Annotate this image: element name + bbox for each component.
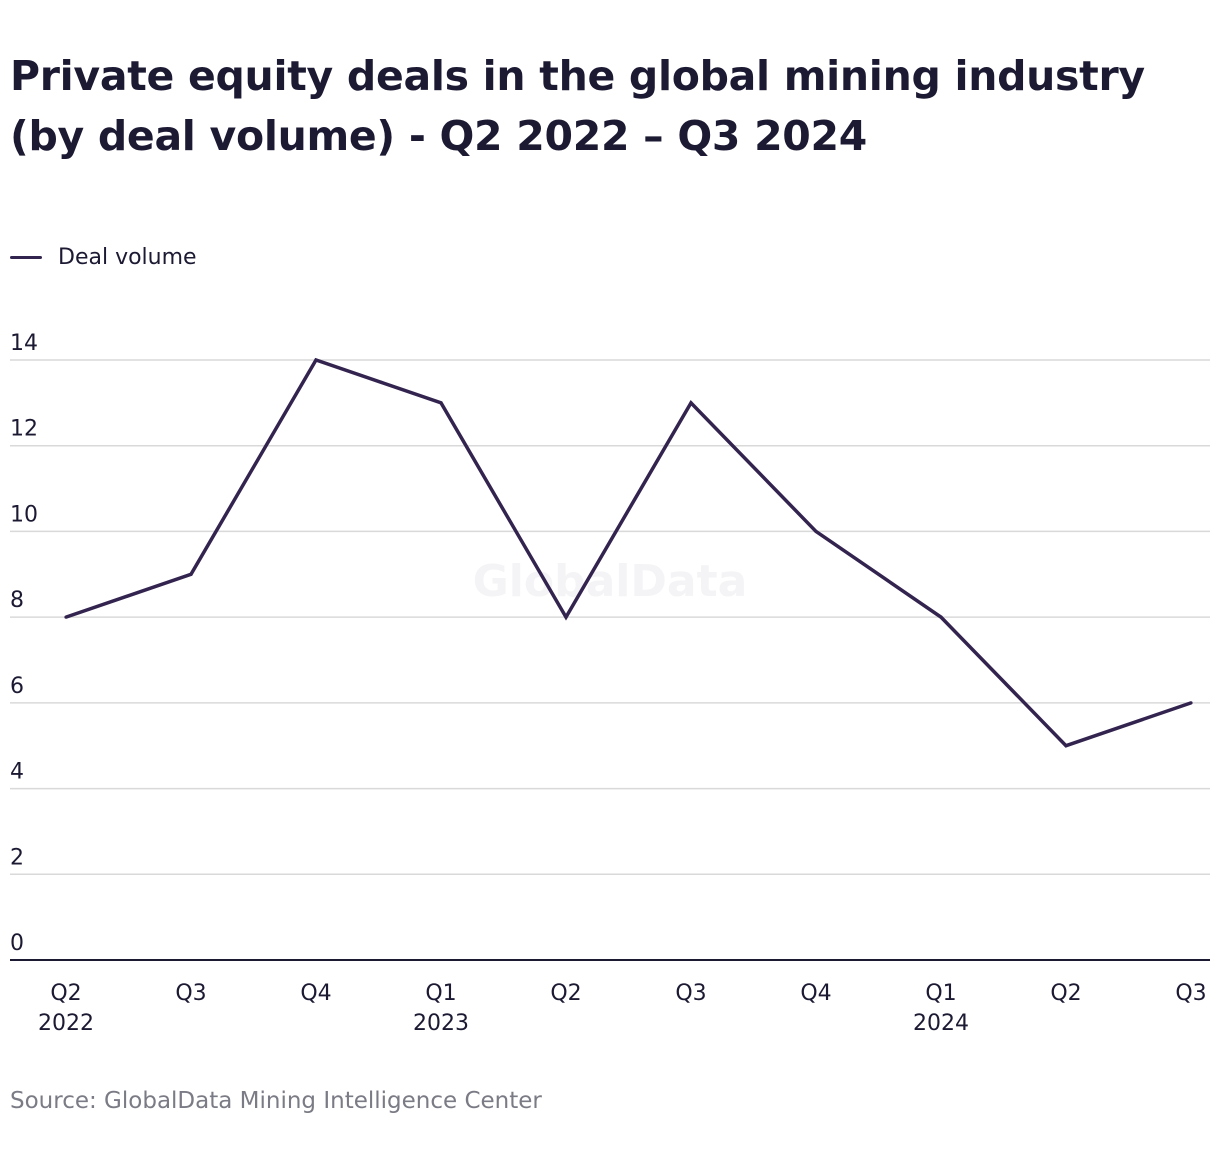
x-tick-label-quarter-8: Q2 [1050, 981, 1081, 1006]
x-tick-label-year-7: 2024 [913, 1011, 969, 1036]
gridlines [10, 359, 1210, 961]
series-deal-volume [64, 357, 1193, 748]
x-tick-label-quarter-0: Q2 [50, 981, 81, 1006]
watermark: GlobalData [473, 556, 748, 607]
data-point-7 [939, 615, 943, 619]
y-tick-label-8: 8 [10, 588, 24, 613]
x-tick-label-quarter-4: Q2 [550, 981, 581, 1006]
y-tick-label-6: 6 [10, 674, 24, 699]
data-point-2 [314, 358, 318, 362]
chart-title-line-1: Private equity deals in the global minin… [10, 52, 1145, 100]
legend-label-deal-volume: Deal volume [58, 244, 197, 270]
x-tick-label-quarter-2: Q4 [300, 981, 331, 1006]
x-tick-label-year-3: 2023 [413, 1011, 469, 1036]
y-tick-label-4: 4 [10, 760, 24, 785]
data-point-0 [64, 615, 68, 619]
x-tick-label-year-0: 2022 [38, 1011, 94, 1036]
legend: Deal volume [10, 242, 197, 272]
x-axis-tick-labels: Q2 2022 Q3 Q4 Q1 2023 Q2 Q3 Q4 Q1 2024 Q2 Q3 [38, 981, 1207, 1036]
x-tick-label-quarter-1: Q3 [175, 981, 206, 1006]
data-point-5 [689, 401, 693, 405]
data-point-3 [439, 401, 443, 405]
data-point-9 [1189, 701, 1193, 705]
data-point-1 [189, 572, 193, 576]
x-tick-label-quarter-5: Q3 [675, 981, 706, 1006]
y-tick-label-14: 14 [10, 331, 38, 356]
x-tick-label-quarter-7: Q1 [925, 981, 956, 1006]
y-tick-label-10: 10 [10, 502, 38, 527]
data-point-6 [814, 529, 818, 534]
y-tick-label-2: 2 [10, 845, 24, 870]
y-tick-label-12: 12 [10, 417, 38, 442]
legend-swatch-deal-volume [10, 255, 42, 259]
x-tick-label-quarter-9: Q3 [1175, 981, 1206, 1006]
source-note: Source: GlobalData Mining Intelligence C… [10, 1088, 542, 1114]
chart-title: Private equity deals in the global minin… [10, 46, 1200, 166]
series-line-deal-volume [65, 357, 1192, 748]
data-point-8 [1064, 744, 1068, 748]
x-tick-label-quarter-3: Q1 [425, 981, 456, 1006]
y-axis-tick-labels: 0 2 4 6 8 10 12 14 [10, 331, 38, 956]
x-tick-label-quarter-6: Q4 [800, 981, 831, 1006]
y-tick-label-0: 0 [10, 931, 24, 956]
data-point-4 [564, 615, 568, 619]
chart-title-line-2: (by deal volume) - Q2 2022 – Q3 2024 [10, 112, 867, 160]
